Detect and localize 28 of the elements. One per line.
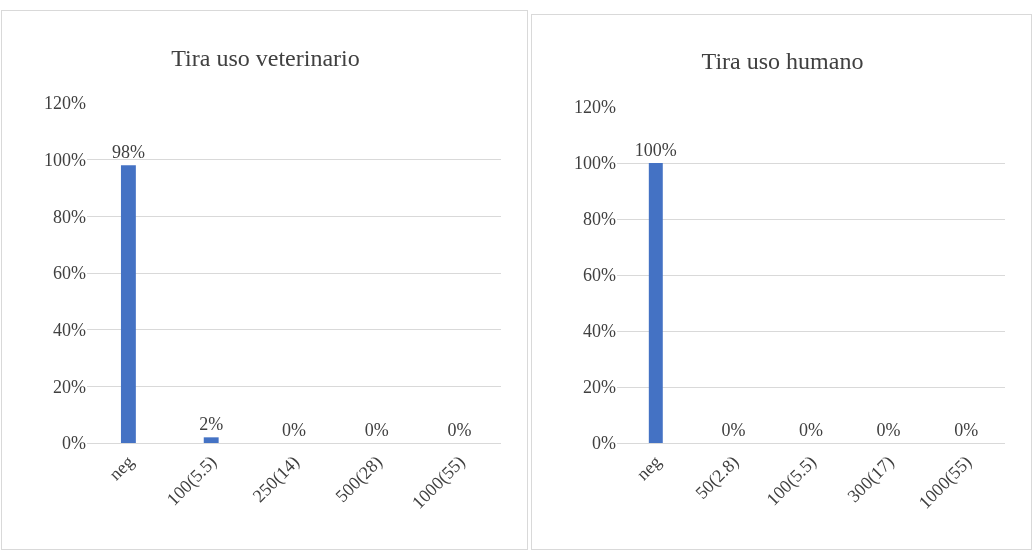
x-tick-label: neg	[632, 451, 665, 485]
y-tick-label: 0%	[62, 433, 86, 454]
data-label: 98%	[111, 142, 145, 163]
data-label: 0%	[954, 420, 979, 440]
y-tick-label: 120%	[44, 93, 86, 114]
y-tick-label: 100%	[574, 153, 616, 174]
y-tick-label: 20%	[583, 377, 616, 398]
data-label: 100%	[634, 140, 677, 160]
x-tick-label: neg	[105, 451, 138, 485]
data-label: 2%	[199, 414, 224, 435]
data-label: 0%	[282, 420, 306, 440]
y-tick-label: 100%	[44, 149, 86, 170]
y-tick-label: 60%	[583, 265, 616, 286]
y-tick-label: 120%	[574, 97, 616, 118]
y-tick-label: 80%	[53, 206, 86, 227]
data-label: 0%	[876, 420, 901, 440]
y-tick-label: 40%	[583, 321, 616, 342]
data-label: 0%	[364, 420, 389, 440]
y-tick-label: 0%	[592, 433, 616, 454]
y-tick-label: 80%	[583, 209, 616, 230]
data-label: 0%	[721, 420, 746, 440]
y-tick-label: 20%	[53, 376, 86, 397]
y-tick-label: 40%	[53, 319, 86, 340]
chart-title: Tira uso humano	[701, 48, 864, 75]
y-tick-label: 60%	[53, 263, 86, 284]
chart-title: Tira uso veterinario	[171, 44, 360, 71]
data-label: 0%	[799, 420, 823, 440]
data-label: 0%	[447, 420, 472, 440]
